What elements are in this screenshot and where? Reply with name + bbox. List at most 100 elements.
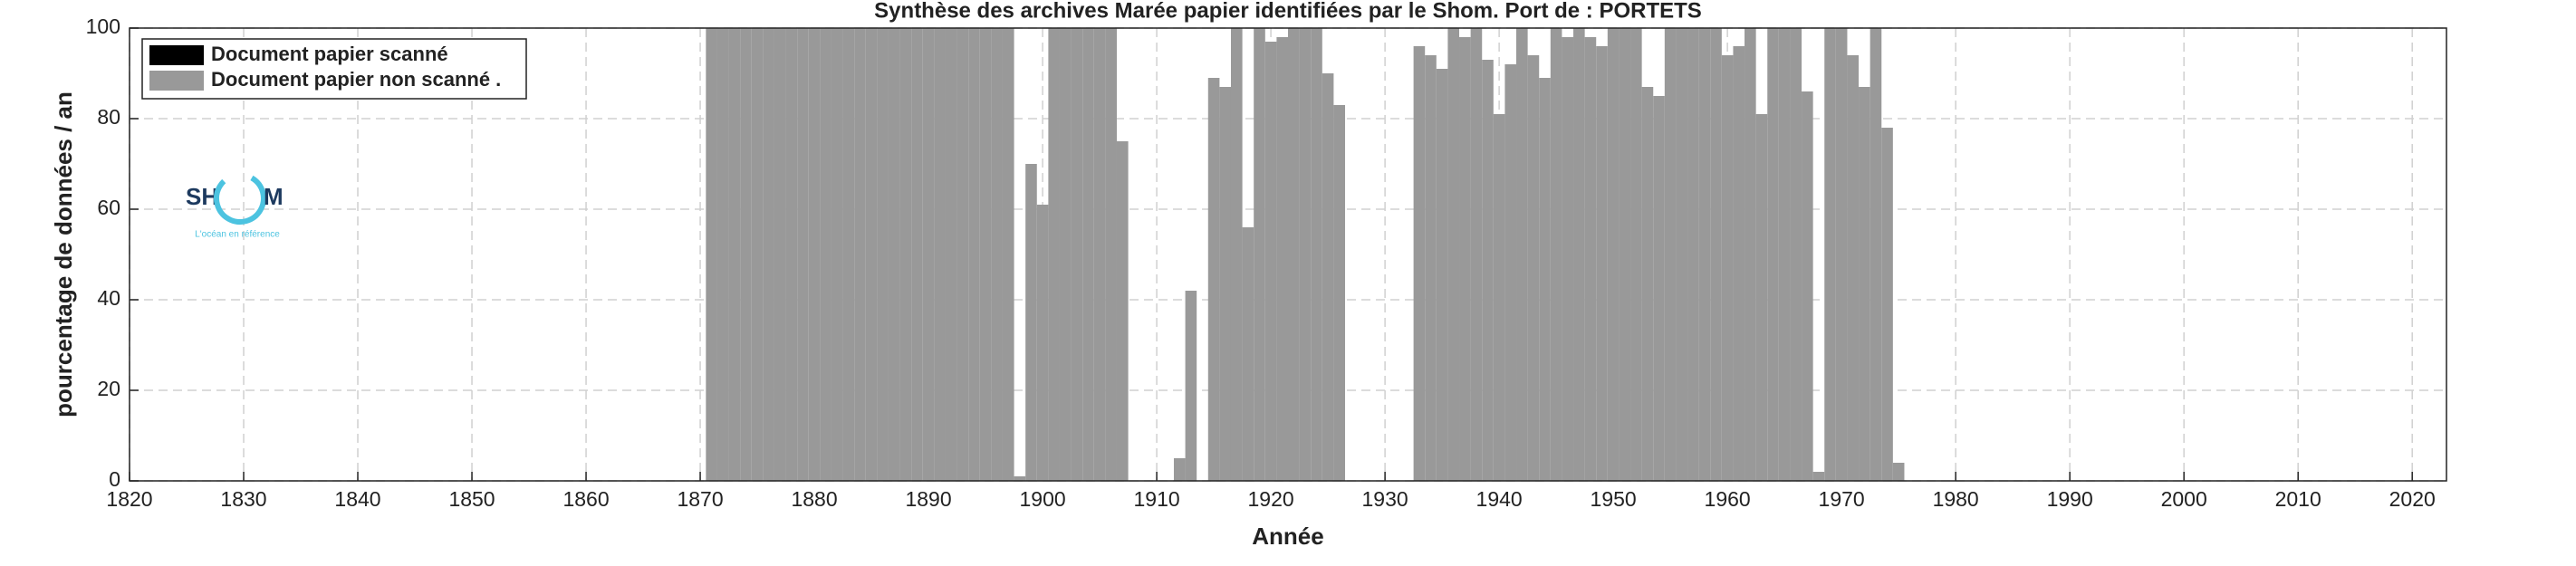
bar — [1425, 55, 1437, 481]
bar — [1025, 164, 1037, 481]
bar — [1847, 55, 1860, 481]
x-tick-label: 1820 — [106, 487, 152, 511]
x-tick-label: 1830 — [220, 487, 266, 511]
bar — [1892, 463, 1905, 481]
logo-tagline: L'océan en référence — [195, 230, 280, 240]
bar — [1504, 64, 1517, 481]
bar — [1664, 28, 1677, 481]
bar — [831, 28, 843, 481]
bar — [1607, 28, 1620, 481]
bar — [1527, 55, 1540, 481]
bar — [1767, 28, 1779, 481]
bar — [899, 28, 912, 481]
legend-label: Document papier non scanné . — [211, 68, 501, 91]
bar — [1870, 28, 1882, 481]
bar — [1436, 69, 1448, 481]
bar — [797, 28, 809, 481]
bar — [1230, 28, 1243, 481]
bar — [1881, 128, 1893, 481]
bar — [1562, 37, 1574, 481]
x-tick-label: 1960 — [1705, 487, 1751, 511]
bar — [1641, 87, 1654, 481]
bar — [945, 28, 957, 481]
bar — [774, 28, 786, 481]
bar — [1036, 205, 1049, 481]
bar — [1059, 28, 1072, 481]
bar — [1254, 28, 1265, 481]
bar — [1733, 46, 1745, 481]
x-tick-label: 1910 — [1134, 487, 1180, 511]
bar — [1447, 28, 1460, 481]
bar — [1482, 60, 1494, 481]
bar — [1710, 28, 1722, 481]
legend-box — [141, 38, 527, 100]
bar — [1824, 28, 1836, 481]
x-tick-label: 1980 — [1933, 487, 1979, 511]
bar — [1619, 28, 1631, 481]
plot-frame — [129, 27, 2447, 482]
bar — [1573, 28, 1585, 481]
bar — [1835, 28, 1848, 481]
bar — [956, 28, 969, 481]
logo-ring — [214, 172, 266, 225]
x-axis-label: Année — [1252, 523, 1323, 550]
x-tick-label: 1950 — [1591, 487, 1637, 511]
bar — [1745, 28, 1756, 481]
y-axis-label: pourcentage de données / an — [50, 91, 77, 417]
legend-swatch — [149, 71, 204, 91]
bar — [716, 28, 729, 481]
y-tick-label: 80 — [97, 105, 120, 129]
bar — [1584, 37, 1597, 481]
bar — [1413, 46, 1426, 481]
bar — [1219, 87, 1231, 481]
bar — [922, 28, 935, 481]
legend: Document papier scanné Document papier no… — [141, 38, 527, 100]
bar — [1790, 28, 1802, 481]
bar — [1242, 227, 1254, 481]
x-tick-label: 1880 — [791, 487, 837, 511]
bar — [1493, 114, 1505, 481]
legend-label: Document papier scanné — [211, 43, 448, 65]
bar — [1071, 28, 1083, 481]
bar — [1698, 28, 1711, 481]
x-tick-label: 2020 — [2389, 487, 2436, 511]
bar — [968, 28, 980, 481]
x-tick-label: 1940 — [1476, 487, 1523, 511]
y-tick-label: 20 — [97, 377, 120, 400]
bar — [865, 28, 878, 481]
x-tick-label: 2010 — [2275, 487, 2321, 511]
bar — [1311, 28, 1322, 481]
x-tick-label: 1870 — [677, 487, 723, 511]
bar — [1082, 28, 1094, 481]
x-tick-label: 1900 — [1019, 487, 1065, 511]
y-tick-label: 40 — [97, 286, 120, 310]
bar — [1721, 55, 1734, 481]
bar — [751, 28, 764, 481]
bar — [763, 28, 774, 481]
bar — [1550, 28, 1562, 481]
bar — [1276, 37, 1288, 481]
bar — [1116, 141, 1129, 481]
bar — [1676, 28, 1688, 481]
bar — [785, 28, 798, 481]
bar — [1778, 28, 1791, 481]
bar — [1322, 73, 1334, 481]
bar — [1185, 291, 1197, 481]
x-tick-label: 1920 — [1248, 487, 1294, 511]
bar — [1105, 28, 1117, 481]
bar — [854, 28, 866, 481]
bar — [808, 28, 821, 481]
bar — [706, 28, 717, 481]
bar — [911, 28, 923, 481]
bar — [1288, 28, 1300, 481]
bar — [888, 28, 900, 481]
logo: SH M L'océan en référence — [186, 172, 284, 240]
bar — [1014, 476, 1026, 481]
bar — [1859, 87, 1870, 481]
bar — [979, 28, 992, 481]
bar — [740, 28, 752, 481]
bar — [728, 28, 741, 481]
x-tick-label: 1930 — [1362, 487, 1408, 511]
bar — [1687, 28, 1699, 481]
